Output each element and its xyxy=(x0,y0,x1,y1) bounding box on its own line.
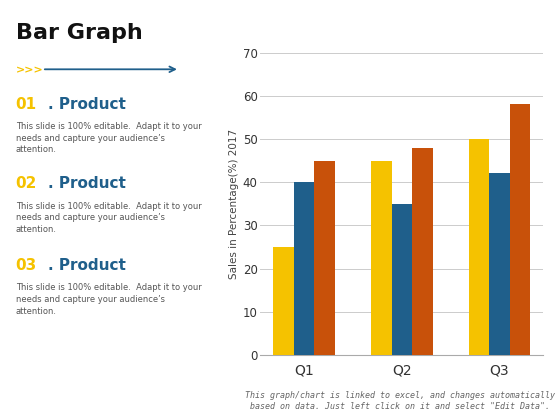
Text: 01: 01 xyxy=(16,97,37,112)
Text: . Product: . Product xyxy=(48,176,125,192)
Bar xyxy=(314,160,335,355)
Text: . Product: . Product xyxy=(48,258,125,273)
Bar xyxy=(510,104,530,355)
Text: This slide is 100% editable.  Adapt it to your
needs and capture your audience’s: This slide is 100% editable. Adapt it to… xyxy=(16,202,202,234)
Text: Bar Graph: Bar Graph xyxy=(16,23,142,43)
Bar xyxy=(371,160,391,355)
Bar xyxy=(469,139,489,355)
Bar xyxy=(273,247,294,355)
Text: 02: 02 xyxy=(16,176,37,192)
Bar xyxy=(489,173,510,355)
Y-axis label: Sales in Percentage(%) 2017: Sales in Percentage(%) 2017 xyxy=(228,129,239,279)
Text: >>>: >>> xyxy=(16,65,44,75)
Text: 03: 03 xyxy=(16,258,37,273)
Text: . Product: . Product xyxy=(48,97,125,112)
Bar xyxy=(391,204,412,355)
Text: This graph/chart is linked to excel, and changes automatically
based on data. Ju: This graph/chart is linked to excel, and… xyxy=(245,391,556,411)
Bar xyxy=(294,182,314,355)
Text: This slide is 100% editable.  Adapt it to your
needs and capture your audience’s: This slide is 100% editable. Adapt it to… xyxy=(16,122,202,155)
Text: This slide is 100% editable.  Adapt it to your
needs and capture your audience’s: This slide is 100% editable. Adapt it to… xyxy=(16,284,202,316)
Bar xyxy=(412,147,432,355)
